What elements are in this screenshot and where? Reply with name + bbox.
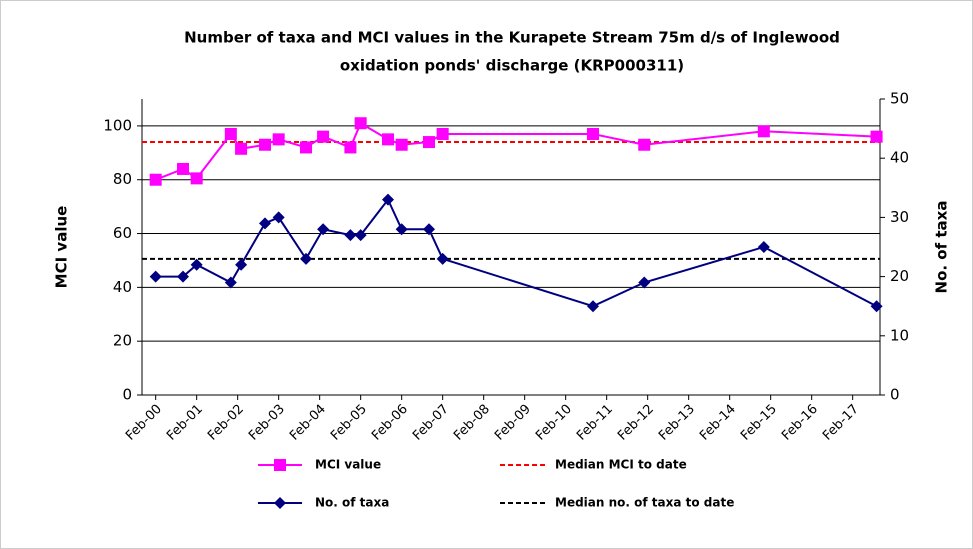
chart-title: Number of taxa and MCI values in the Kur… — [184, 29, 840, 47]
y2-tick-label: 20 — [890, 267, 909, 285]
y2-tick-label: 30 — [890, 208, 909, 226]
marker — [149, 173, 162, 186]
marker — [870, 300, 883, 313]
y-tick-label: 80 — [113, 170, 132, 188]
marker — [224, 276, 237, 289]
marker — [382, 133, 394, 146]
marker — [587, 127, 599, 140]
y-tick-label: 40 — [113, 278, 132, 296]
marker — [382, 193, 394, 206]
marker — [259, 138, 271, 151]
marker — [423, 223, 435, 236]
legend-label: No. of taxa — [315, 496, 389, 510]
y-tick-label: 60 — [113, 224, 132, 242]
legend-label: Median no. of taxa to date — [555, 496, 734, 510]
marker — [344, 141, 357, 154]
marker — [149, 270, 162, 283]
marker — [317, 223, 330, 236]
marker — [274, 459, 286, 471]
marker — [190, 172, 203, 185]
marker — [395, 138, 408, 151]
marker — [354, 117, 367, 130]
y-axis-title: MCI value — [53, 206, 71, 289]
marker — [354, 229, 367, 242]
marker — [395, 223, 408, 236]
marker — [757, 241, 770, 253]
chart-title: oxidation ponds' discharge (KRP000311) — [340, 57, 684, 75]
marker — [235, 142, 248, 155]
marker — [870, 130, 883, 143]
marker — [177, 270, 189, 283]
marker — [274, 497, 286, 509]
marker — [190, 258, 203, 271]
marker — [317, 130, 330, 143]
legend-label: MCI value — [315, 458, 381, 472]
marker — [300, 141, 312, 154]
marker — [300, 252, 312, 265]
marker — [224, 127, 237, 140]
marker — [259, 217, 271, 230]
marker — [757, 125, 770, 138]
marker — [235, 258, 248, 271]
y2-axis-title: No. of taxa — [933, 201, 951, 294]
marker — [587, 300, 599, 313]
y-tick-label: 100 — [103, 116, 132, 134]
y2-tick-label: 50 — [890, 90, 909, 108]
marker — [272, 133, 285, 146]
legend-label: Median MCI to date — [555, 458, 687, 472]
y-tick-label: 0 — [122, 386, 132, 404]
marker — [436, 127, 449, 140]
y-tick-label: 20 — [113, 332, 132, 350]
y2-tick-label: 10 — [890, 326, 909, 344]
marker — [177, 162, 189, 175]
marker — [638, 276, 651, 289]
y2-tick-label: 0 — [890, 386, 900, 404]
marker — [638, 138, 651, 151]
marker — [436, 252, 449, 265]
marker — [344, 229, 357, 242]
marker — [272, 211, 285, 224]
y2-tick-label: 40 — [890, 149, 909, 167]
marker — [423, 136, 435, 149]
